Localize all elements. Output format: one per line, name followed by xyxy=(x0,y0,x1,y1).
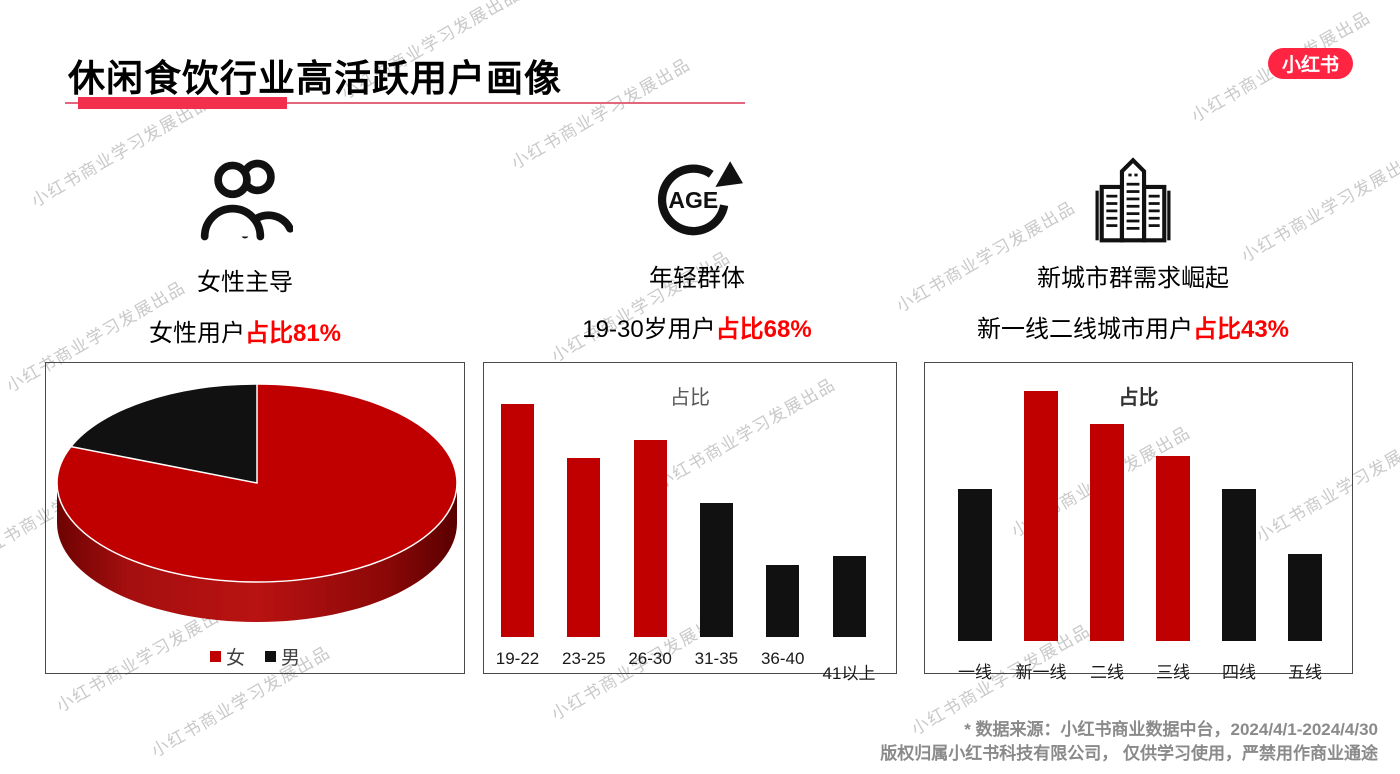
stat-prefix: 新一线二线城市用户 xyxy=(976,316,1193,343)
city-chart-title: 占比 xyxy=(1118,387,1159,409)
feature-title: 女性主导 xyxy=(197,269,293,296)
feature-title: 年轻群体 xyxy=(649,265,745,292)
legend-label-female: 女 xyxy=(225,648,245,669)
bar-label-一线: 一线 xyxy=(958,663,992,682)
stat-prefix: 19-30岁用户 xyxy=(582,316,716,343)
city-buildings-icon xyxy=(1095,157,1171,243)
bar-label-三线: 三线 xyxy=(1156,663,1190,682)
bar-label-新一线: 新一线 xyxy=(1015,663,1067,682)
feature-age: AGE 年轻群体 19-30岁用户占比68% xyxy=(497,152,897,344)
bar-label-五线: 五线 xyxy=(1288,663,1322,682)
bar-31-35 xyxy=(699,503,733,637)
feature-city: 新城市群需求崛起 新一线二线城市用户占比43% xyxy=(933,152,1333,344)
bar-label-31-35: 31-35 xyxy=(694,649,739,668)
legend-item-female: 女 xyxy=(209,643,245,670)
bar-26-30 xyxy=(633,440,667,637)
bar-label-23-25: 23-25 xyxy=(562,649,606,668)
bar-label-36-40: 36-40 xyxy=(760,649,805,668)
stat-highlight: 占比81% xyxy=(244,320,342,347)
pie-side xyxy=(57,483,457,622)
page-title: 休闲食饮行业高活跃用户画像 xyxy=(68,58,562,99)
title-underline-thin xyxy=(65,102,745,104)
gender-pie-chart: 女 男 xyxy=(45,362,465,674)
gender-pie-svg xyxy=(56,383,458,622)
xiaohongshu-logo: 小红书 xyxy=(1268,48,1353,79)
bar-label-二线: 二线 xyxy=(1090,663,1124,682)
footer-copyright-line: 版权归属小红书科技有限公司， 仅供学习使用，严禁用作商业通途 xyxy=(880,744,1378,763)
city-bar-chart: 占比 一线 新一线 二线 三线 四线 五线 xyxy=(924,362,1353,682)
bar-二线 xyxy=(1090,424,1124,641)
feature-stat: 新一线二线城市用户占比43% xyxy=(933,309,1333,344)
footer-source-line: * 数据来源：小红书商业数据中台，2024/4/1-2024/4/30 xyxy=(964,720,1378,739)
bar-label-四线: 四线 xyxy=(1222,663,1256,682)
legend-label-male: 男 xyxy=(281,648,301,669)
feature-stat: 女性用户占比81% xyxy=(45,313,445,348)
bar-四线 xyxy=(1222,489,1256,641)
bar-label-19-22: 19-22 xyxy=(495,649,540,668)
title-underline-thick xyxy=(78,97,287,109)
pie-slice-male xyxy=(69,383,258,484)
two-users-icon xyxy=(200,159,293,241)
xiaohongshu-logo-label: 小红书 xyxy=(1281,55,1339,76)
svg-text:AGE: AGE xyxy=(668,187,718,213)
legend-item-male: 男 xyxy=(265,643,300,670)
bar-41以上 xyxy=(832,556,866,637)
bar-新一线 xyxy=(1024,391,1058,641)
legend-swatch-male xyxy=(265,651,276,662)
stat-highlight: 占比43% xyxy=(1192,316,1290,343)
feature-stat: 19-30岁用户占比68% xyxy=(497,309,897,344)
feature-title: 新城市群需求崛起 xyxy=(1037,265,1229,292)
bar-五线 xyxy=(1288,554,1322,641)
bar-36-40 xyxy=(766,565,800,637)
feature-female: 女性主导 女性用户占比81% xyxy=(45,152,445,348)
legend-swatch-female xyxy=(209,651,221,662)
bar-23-25 xyxy=(567,458,601,637)
bar-三线 xyxy=(1156,456,1190,641)
age-chart-title: 占比 xyxy=(670,387,710,409)
age-bar-chart: 占比 19-22 23-25 26-30 31-35 36-40 41以上 xyxy=(483,362,897,683)
bar-label-26-30: 26-30 xyxy=(628,649,672,668)
stat-prefix: 女性用户 xyxy=(148,320,245,347)
age-cycle-icon: AGE xyxy=(657,161,743,236)
pie-legend: 女 男 xyxy=(46,643,464,670)
bar-一线 xyxy=(958,489,992,641)
footer: * 数据来源：小红书商业数据中台，2024/4/1-2024/4/30 版权归属… xyxy=(880,718,1378,766)
stat-highlight: 占比68% xyxy=(715,316,812,343)
bar-label-41以上: 41以上 xyxy=(822,664,876,683)
bar-19-22 xyxy=(501,404,534,637)
